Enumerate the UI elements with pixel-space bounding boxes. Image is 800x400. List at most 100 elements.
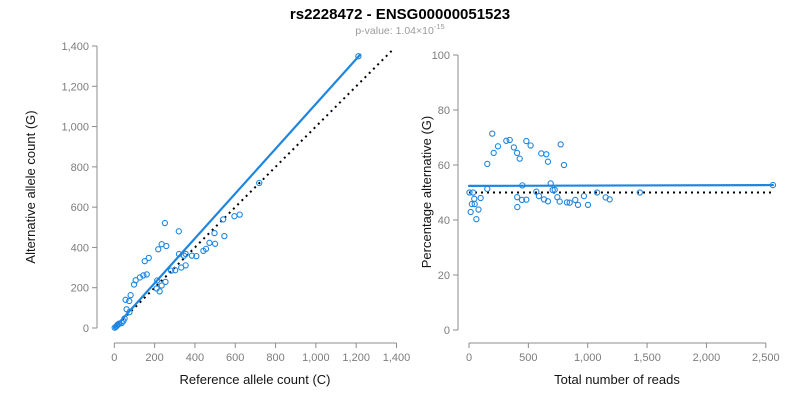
data-point [231, 213, 238, 220]
data-point [202, 245, 210, 252]
data-point [519, 182, 526, 189]
y-tick-label: 1,000 [61, 122, 89, 134]
data-point [527, 142, 534, 149]
data-point [188, 252, 196, 259]
data-point [158, 282, 165, 289]
y-tick-label: 1,200 [61, 81, 89, 93]
data-point [566, 199, 573, 206]
data-point [156, 288, 163, 295]
data-point [145, 254, 152, 262]
data-point [484, 160, 491, 168]
data-point [471, 200, 478, 208]
y-tick-label: 0 [444, 325, 450, 337]
data-point [543, 151, 550, 158]
data-point [572, 196, 579, 204]
data-point [206, 239, 213, 246]
y-tick-label: 400 [71, 242, 89, 254]
right-scatter-plot: Total number of reads Percentage alterna… [419, 50, 780, 387]
data-point [211, 240, 219, 247]
data-point [161, 219, 169, 227]
data-point [584, 201, 592, 209]
data-point [132, 277, 139, 284]
x-tick-label: 2,500 [752, 352, 780, 364]
data-point [468, 200, 475, 208]
y-tick-label: 1,400 [61, 41, 89, 53]
y-tick-label: 200 [71, 283, 89, 295]
data-point [175, 228, 182, 235]
data-point [121, 315, 128, 322]
data-point [155, 246, 162, 253]
x-tick-label: 0 [466, 352, 472, 364]
right-x-axis-title: Total number of reads [554, 372, 680, 387]
data-point [143, 271, 150, 278]
data-point [477, 194, 484, 202]
left-scatter-plot: Reference allele count (C) Alternative a… [23, 41, 410, 387]
x-tick-label: 1,000 [302, 352, 330, 364]
left-x-axis-title: Reference allele count (C) [179, 372, 330, 387]
data-point [154, 277, 161, 284]
data-point [475, 206, 482, 213]
y-tick-label: 20 [438, 270, 450, 282]
data-point [560, 161, 568, 169]
y-tick-label: 600 [71, 202, 89, 214]
data-point [503, 137, 510, 144]
data-point [606, 196, 613, 203]
data-point [140, 272, 147, 279]
y-tick-label: 800 [71, 162, 89, 174]
data-point [172, 267, 179, 274]
data-point [141, 257, 148, 265]
x-tick-label: 0 [111, 352, 117, 364]
subtitle-text: p-value: 1.04×10 [355, 25, 434, 37]
data-point [535, 192, 543, 200]
data-point [469, 189, 477, 196]
subtitle-exponent: -15 [434, 22, 445, 31]
data-point [544, 158, 552, 165]
x-tick-label: 800 [266, 352, 284, 364]
data-point [513, 149, 521, 157]
data-point [514, 203, 521, 211]
data-point [221, 232, 228, 240]
x-tick-label: 200 [145, 352, 163, 364]
data-point [506, 136, 513, 144]
data-point [256, 179, 263, 187]
data-point [489, 130, 496, 137]
data-point [533, 188, 540, 195]
left-y-axis-title: Alternative allele count (G) [23, 110, 38, 263]
data-point [769, 181, 777, 189]
x-tick-label: 2,000 [693, 352, 721, 364]
fit-line [467, 183, 775, 187]
data-point [219, 216, 227, 223]
data-point [593, 189, 601, 196]
data-point [490, 149, 497, 157]
data-point [355, 53, 362, 60]
data-point [544, 198, 552, 205]
fit-line [113, 53, 362, 330]
y-tick-label: 0 [83, 323, 89, 335]
data-point [574, 201, 582, 209]
data-point [516, 155, 523, 162]
figure-title: rs2228472 - ENSG00000051523 [290, 6, 510, 23]
data-point [547, 180, 554, 187]
y-tick-label: 40 [438, 215, 450, 227]
x-tick-label: 1,400 [383, 352, 411, 364]
data-point [523, 137, 530, 145]
data-point [471, 195, 478, 202]
data-point [551, 186, 558, 193]
x-tick-label: 400 [186, 352, 204, 364]
data-point [182, 250, 189, 258]
right-y-axis-title: Percentage alternative (G) [419, 116, 434, 268]
data-point [563, 199, 571, 206]
data-point [193, 252, 200, 260]
data-point [126, 297, 133, 305]
data-point [494, 143, 502, 150]
data-point [163, 242, 170, 250]
x-tick-label: 1,000 [574, 352, 602, 364]
x-tick-label: 500 [519, 352, 537, 364]
data-point [162, 278, 169, 286]
data-point [236, 211, 243, 218]
data-point [123, 306, 130, 313]
x-tick-label: 1,200 [342, 352, 370, 364]
data-point [556, 198, 563, 205]
data-point [473, 216, 480, 223]
data-point [182, 262, 189, 269]
